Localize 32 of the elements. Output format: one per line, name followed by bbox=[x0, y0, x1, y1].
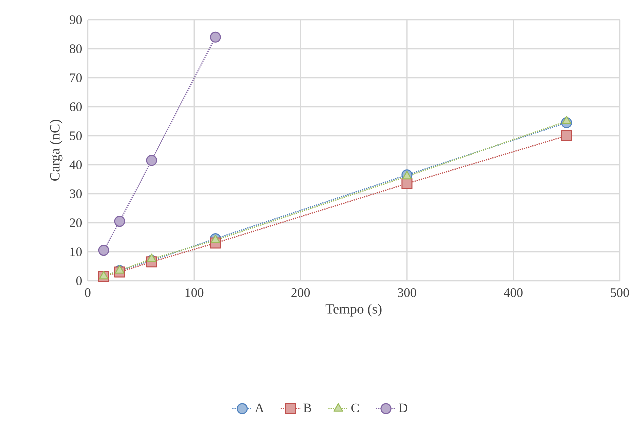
point bbox=[146, 155, 158, 166]
x-tick-label: 0 bbox=[85, 288, 91, 298]
y-tick-label: 0 bbox=[76, 276, 82, 286]
x-tick-label: 300 bbox=[398, 288, 416, 298]
y-axis-title: Carga (nC) bbox=[50, 120, 63, 181]
x-axis-title: Tempo (s) bbox=[326, 304, 382, 317]
y-tick-label: 30 bbox=[70, 190, 82, 198]
x-tick-label: 500 bbox=[611, 288, 630, 298]
point bbox=[210, 32, 222, 43]
point bbox=[114, 216, 126, 228]
point bbox=[98, 245, 110, 256]
point bbox=[562, 116, 572, 125]
x-tick-label: 100 bbox=[186, 288, 204, 298]
legend-label: A bbox=[255, 404, 264, 412]
legend-label: D bbox=[399, 404, 408, 412]
legend-label: C bbox=[352, 404, 359, 413]
y-tick-label: 60 bbox=[70, 102, 82, 112]
point bbox=[99, 271, 109, 280]
y-tick-label: 70 bbox=[70, 74, 82, 82]
point bbox=[147, 254, 157, 262]
y-tick-label: 10 bbox=[70, 248, 82, 256]
x-tick-label: 400 bbox=[504, 288, 523, 298]
y-tick-label: 80 bbox=[70, 44, 82, 54]
y-tick-label: 90 bbox=[70, 16, 82, 24]
legend-label: B bbox=[304, 404, 312, 412]
point bbox=[115, 265, 125, 274]
x-tick-label: 200 bbox=[292, 288, 310, 298]
y-tick-label: 20 bbox=[70, 218, 82, 228]
y-tick-label: 40 bbox=[70, 160, 82, 170]
y-tick-label: 50 bbox=[70, 132, 82, 140]
point bbox=[561, 130, 572, 142]
point bbox=[402, 178, 413, 190]
